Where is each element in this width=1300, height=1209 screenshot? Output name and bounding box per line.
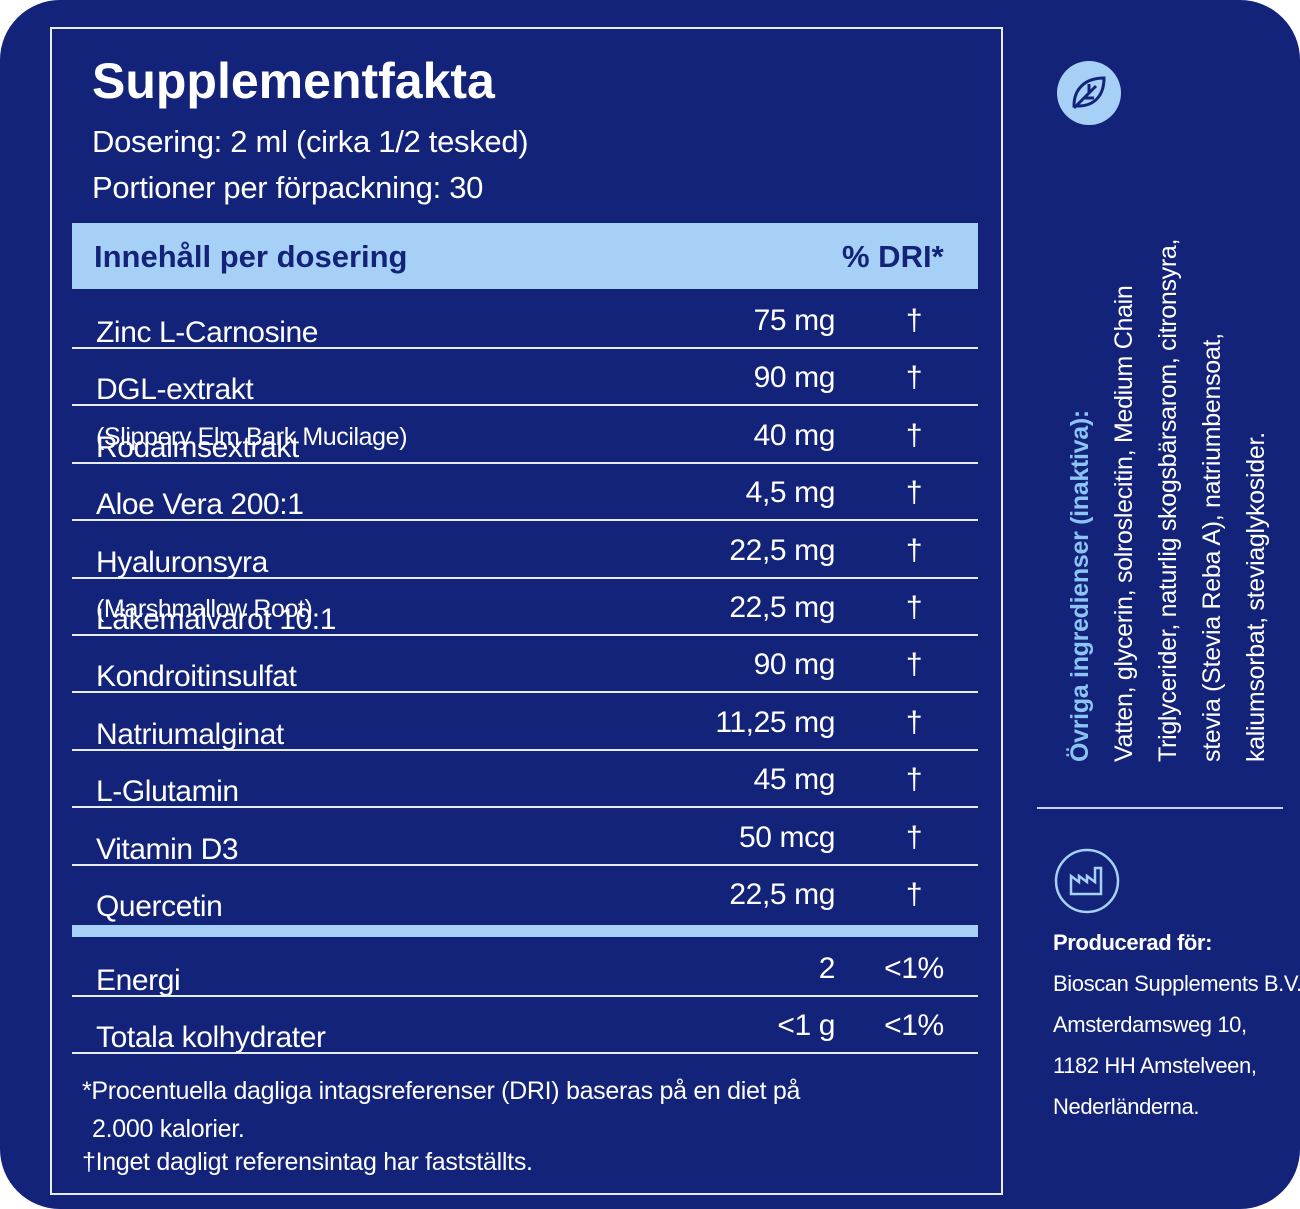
- dri: †: [905, 878, 923, 911]
- producer-title: Producerad för:: [1053, 930, 1213, 955]
- amount: 11,25 mg: [715, 705, 835, 739]
- ingredients-line: Triglycerider, naturlig skogsbärsarom, c…: [1154, 238, 1182, 762]
- ingredients-line: stevia (Stevia Reba A), natriumbensoat,: [1198, 333, 1226, 762]
- table-row: Zinc L-Carnosine 75 mg †: [72, 292, 978, 349]
- header-cell: % DRI*: [842, 239, 944, 274]
- dri: †: [905, 533, 923, 567]
- amount: 45 mg: [753, 763, 836, 797]
- amount: 50 mcg: [739, 820, 835, 854]
- producer-line: Nederländerna.: [1053, 1094, 1200, 1119]
- factory-icon: [1054, 848, 1120, 914]
- ingredient: Rödalmsextrakt: [96, 430, 299, 464]
- amount: 75 mg: [753, 304, 836, 337]
- ingredient-note: (Marshmallow Root): [96, 595, 313, 623]
- ingredient: Vitamin D3: [96, 832, 239, 866]
- facts-box: [50, 27, 1003, 1195]
- servings: Portioner per förpackning: 30: [92, 170, 484, 205]
- amount: 22,5 mg: [729, 533, 835, 567]
- producer-line: 1182 HH Amstelveen,: [1053, 1053, 1257, 1078]
- dri: †: [905, 418, 923, 452]
- dri: †: [905, 361, 923, 395]
- ingredient-name: Rödalmsextrakt (Slippery Elm Bark Mucila…: [96, 419, 408, 464]
- dri: <1%: [884, 1009, 944, 1042]
- ingredient: L-Glutamin: [96, 775, 239, 809]
- ingredient: DGL-extrakt: [96, 373, 254, 407]
- dri: †: [905, 591, 923, 624]
- dri: †: [905, 304, 923, 337]
- table-row: Hyaluronsyra 22,5 mg †: [72, 522, 978, 579]
- dri: <1%: [884, 952, 944, 985]
- amount: 40 mg: [753, 418, 836, 452]
- producer-line: Amsterdamsweg 10,: [1053, 1012, 1247, 1037]
- ingredient-note: (Slippery Elm Bark Mucilage): [96, 422, 408, 451]
- ingredient: Totala kolhydrater: [96, 1021, 326, 1054]
- other-ingredients: Övriga ingredienser (inaktiva): Vatten, …: [1058, 62, 1278, 762]
- divider: [1037, 807, 1283, 809]
- table-header: Innehåll per dosering % DRI*: [72, 223, 978, 289]
- amount: 4,5 mg: [745, 476, 836, 510]
- table-row: Aloe Vera 200:1 4,5 mg †: [72, 464, 978, 522]
- ingredient: Hyaluronsyra: [96, 545, 268, 579]
- header-cell: Innehåll per dosering: [94, 239, 408, 274]
- ingredient: Kondroitinsulfat: [96, 660, 297, 694]
- dri: †: [905, 648, 923, 682]
- amount: 2: [818, 952, 836, 985]
- amount: 22,5 mg: [729, 878, 835, 911]
- dri: †: [905, 820, 923, 854]
- divider-bar: [72, 925, 978, 937]
- ingredient: Aloe Vera 200:1: [96, 488, 304, 522]
- ingredient: Zinc L-Carnosine: [96, 316, 319, 349]
- dri: †: [905, 705, 923, 739]
- ingredient-name: Läkemalvarot 10:1 (Marshmallow Root): [96, 591, 336, 636]
- amount: 90 mg: [753, 648, 836, 682]
- dosage: Dosering: 2 ml (cirka 1/2 tesked): [92, 124, 529, 159]
- ingredient: Läkemalvarot 10:1: [96, 603, 337, 636]
- table-row: Natriumalginat 11,25 mg †: [72, 694, 978, 751]
- ingredients-line: kaliumsorbat, steviaglykosider.: [1242, 432, 1270, 762]
- table-row: Rödalmsextrakt (Slippery Elm Bark Mucila…: [72, 407, 978, 464]
- ingredient: Energi: [96, 964, 181, 997]
- table-row: Totala kolhydrater <1 g <1%: [72, 997, 978, 1054]
- ingredient: Quercetin: [96, 890, 223, 923]
- table-row: Läkemalvarot 10:1 (Marshmallow Root) 22,5…: [72, 579, 978, 636]
- table-row: Kondroitinsulfat 90 mg †: [72, 636, 978, 694]
- dri: †: [905, 476, 923, 510]
- amount: 90 mg: [753, 361, 836, 395]
- ingredients-line: Vatten, glycerin, solroslecitin, Medium …: [1110, 285, 1138, 762]
- ingredient: Natriumalginat: [96, 717, 284, 751]
- leaf-icon: [1057, 61, 1121, 125]
- footnote: †Inget dagligt referensintag har faststä…: [82, 1148, 533, 1176]
- footnote: *Procentuella dagliga intagsreferenser (…: [82, 1077, 801, 1143]
- dri: †: [905, 763, 923, 797]
- table-row: Quercetin 22,5 mg †: [72, 866, 978, 923]
- table-row: Energi 2 <1%: [72, 940, 978, 997]
- table-row: L-Glutamin 45 mg †: [72, 751, 978, 809]
- ingredients-title: Övriga ingredienser (inaktiva):: [1066, 410, 1094, 762]
- table-row: Vitamin D3 50 mcg †: [72, 809, 978, 866]
- table-row: DGL-extrakt 90 mg †: [72, 349, 978, 407]
- amount: 22,5 mg: [729, 591, 835, 624]
- producer-line: Bioscan Supplements B.V.: [1053, 971, 1300, 996]
- title: Supplementfakta: [92, 53, 495, 109]
- amount: <1 g: [777, 1009, 835, 1042]
